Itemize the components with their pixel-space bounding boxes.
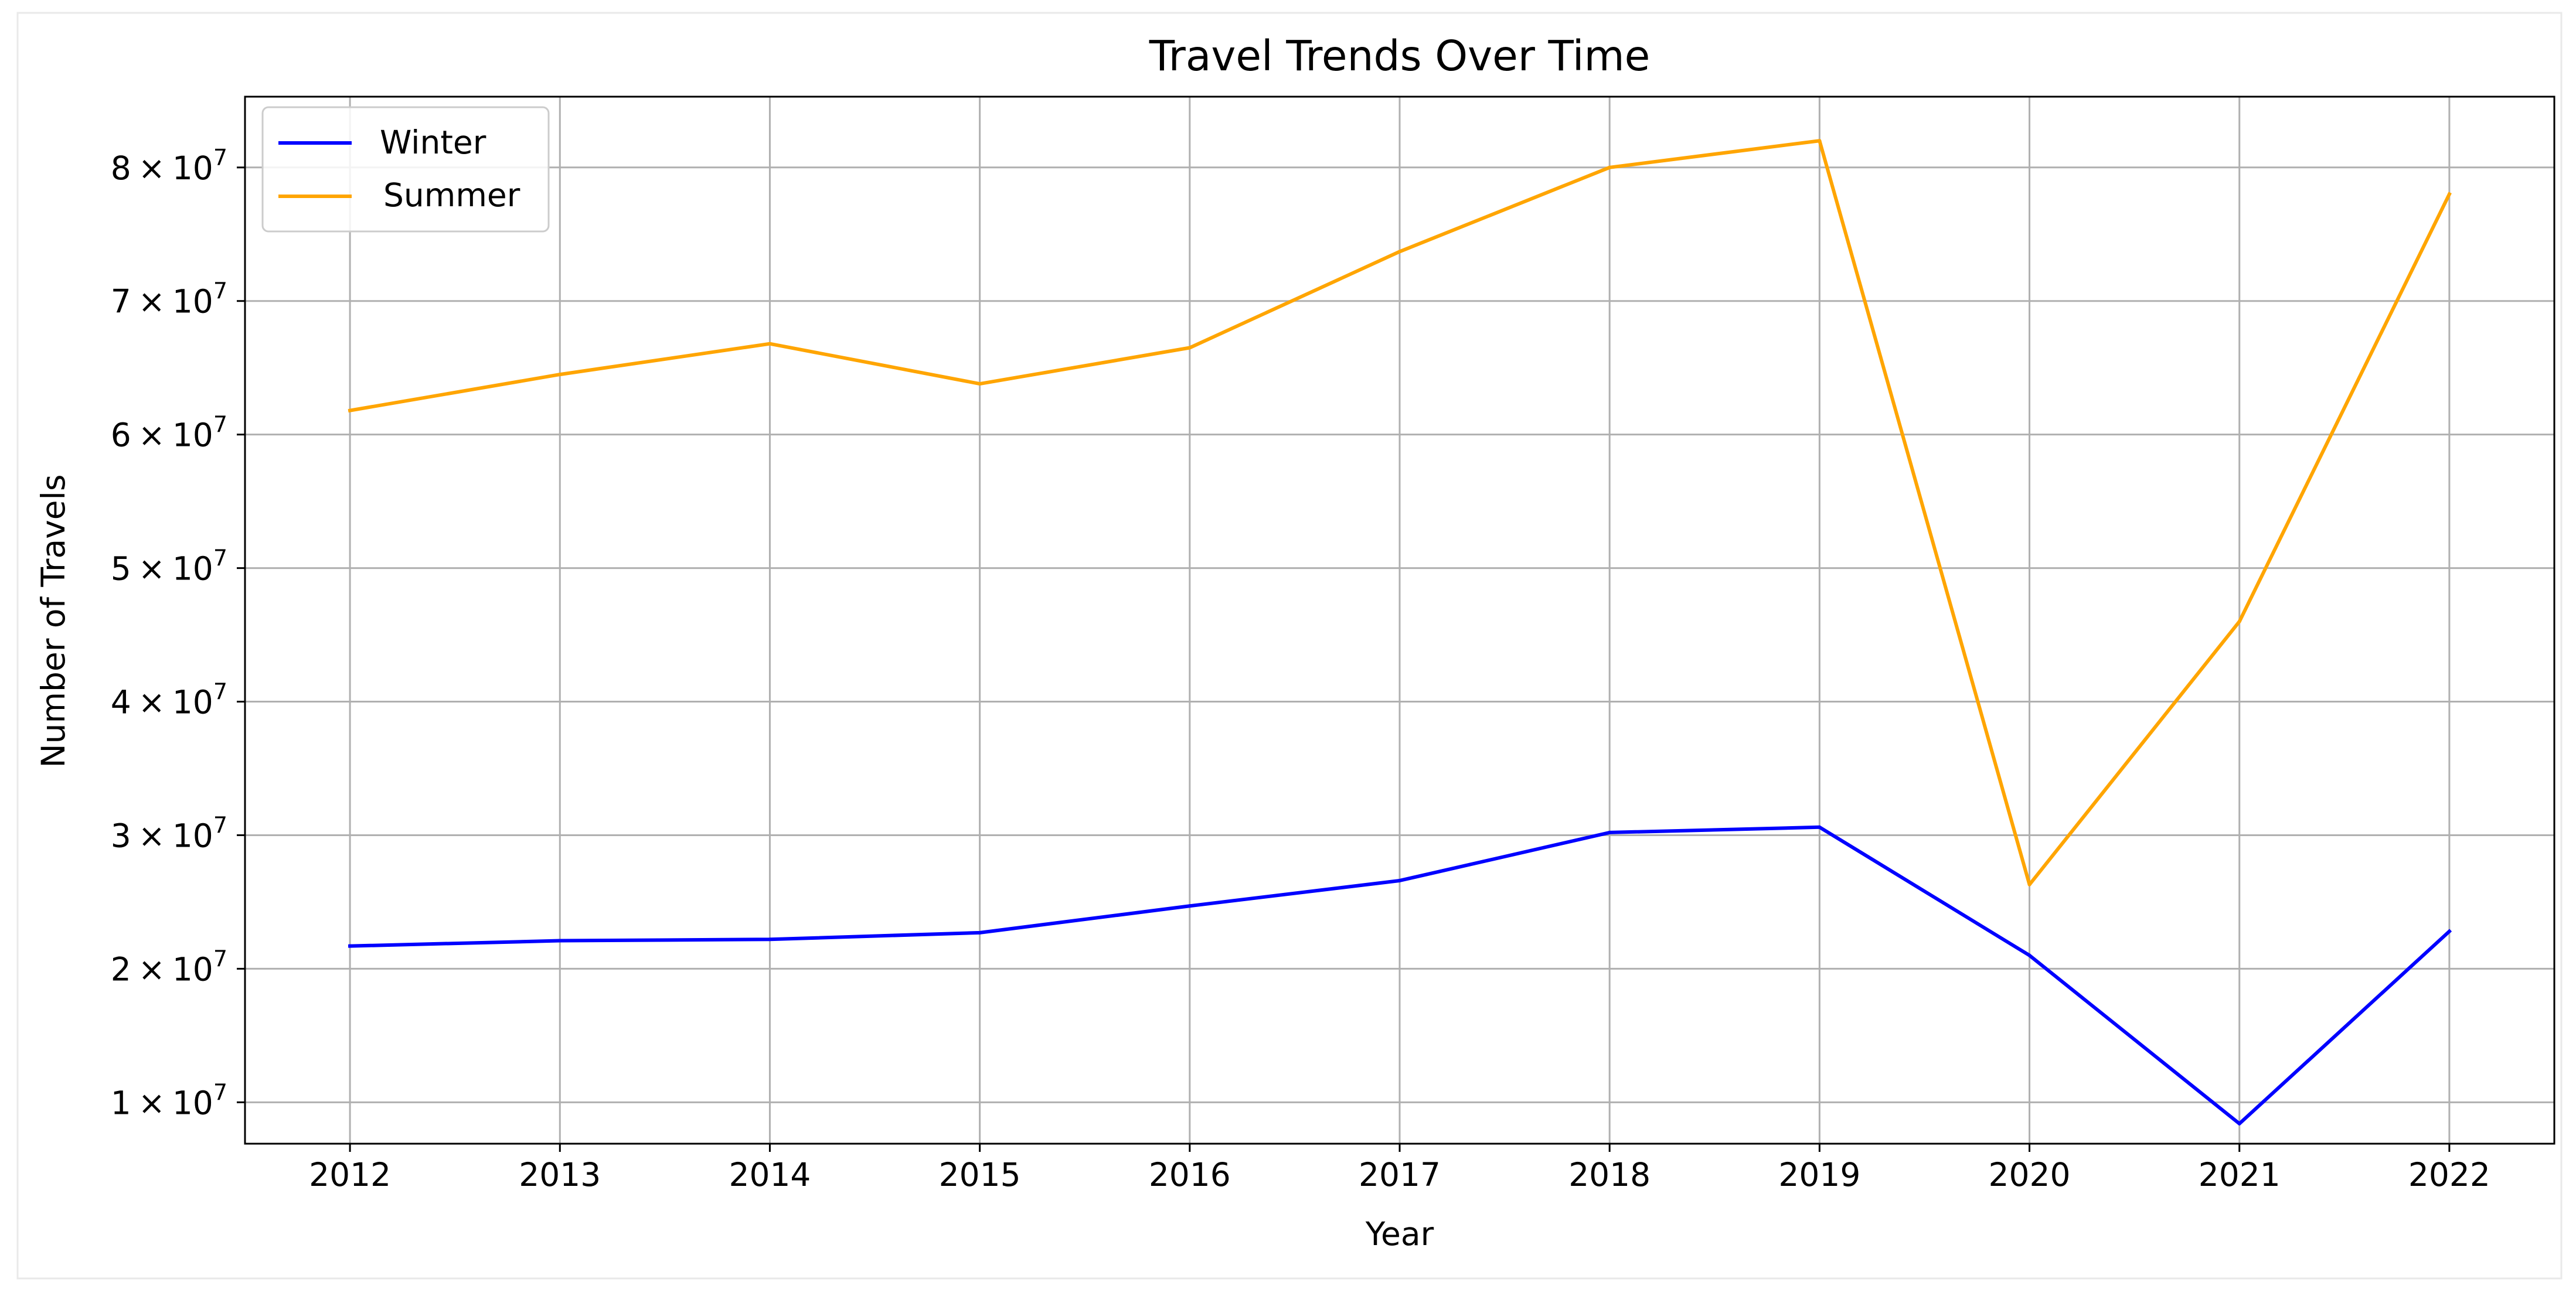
y-tick-base: 10 (172, 550, 213, 588)
data-point-winter (558, 939, 562, 943)
data-point-summer (1187, 346, 1192, 350)
y-tick-mantissa: 2 (111, 950, 131, 988)
y-tick-times: × (138, 1084, 165, 1121)
x-tick-label: 2013 (519, 1156, 601, 1193)
data-point-winter (2447, 929, 2451, 933)
data-point-summer (2447, 192, 2451, 196)
data-point-summer (1398, 250, 1401, 254)
data-point-summer (2237, 619, 2241, 623)
y-tick-label: 6 × 107 (111, 412, 227, 454)
y-tick-exponent: 7 (213, 946, 227, 971)
y-tick-base: 10 (172, 417, 213, 454)
y-tick-exponent: 7 (213, 278, 227, 304)
y-tick-exponent: 7 (213, 812, 227, 838)
y-tick-label: 5 × 107 (111, 545, 227, 588)
y-tick-exponent: 7 (213, 545, 227, 571)
y-tick-base: 10 (172, 149, 213, 187)
y-tick-mantissa: 7 (111, 283, 131, 320)
data-point-winter (768, 937, 772, 942)
y-tick-mantissa: 8 (111, 149, 131, 187)
data-point-summer (348, 408, 352, 412)
y-tick-mantissa: 3 (111, 817, 131, 854)
y-tick-times: × (138, 684, 165, 721)
y-tick-label: 2 × 107 (111, 946, 227, 988)
y-tick-base: 10 (172, 817, 213, 854)
x-tick-label: 2012 (309, 1156, 391, 1193)
legend-label-winter: Winter (380, 124, 486, 161)
x-tick-label: 2018 (1568, 1156, 1651, 1193)
y-tick-mantissa: 1 (111, 1084, 131, 1121)
chart-title: Travel Trends Over Time (1149, 32, 1651, 80)
legend-label-summer: Summer (383, 176, 520, 214)
y-tick-label: 8 × 107 (111, 145, 227, 187)
y-axis-label: Number of Travels (35, 474, 72, 768)
y-tick-mantissa: 5 (111, 550, 131, 588)
data-point-winter (1608, 830, 1612, 834)
y-tick-base: 10 (172, 950, 213, 988)
y-tick-exponent: 7 (213, 145, 227, 170)
legend-box (261, 106, 550, 233)
legend: Winter Summer (261, 106, 550, 233)
data-point-winter (2027, 953, 2031, 957)
y-tick-base: 10 (172, 1084, 213, 1121)
data-point-winter (978, 930, 982, 935)
series-lines (348, 139, 2452, 1126)
data-point-summer (978, 382, 982, 386)
y-tick-label: 3 × 107 (111, 812, 227, 854)
y-tick-times: × (138, 817, 165, 854)
y-tick-base: 10 (172, 283, 213, 320)
data-point-winter (1398, 878, 1401, 882)
y-tick-times: × (138, 283, 165, 320)
y-tick-exponent: 7 (213, 412, 227, 438)
y-tick-times: × (138, 417, 165, 454)
x-tick-label: 2014 (729, 1156, 811, 1193)
x-tick-label: 2016 (1149, 1156, 1231, 1193)
data-point-summer (2027, 882, 2031, 886)
x-tick-label: 2022 (2408, 1156, 2490, 1193)
data-point-summer (768, 342, 772, 346)
x-tick-label: 2015 (939, 1156, 1021, 1193)
y-tick-times: × (138, 550, 165, 588)
y-tick-mantissa: 4 (111, 684, 131, 721)
data-point-summer (1818, 139, 1822, 143)
data-point-summer (558, 373, 562, 377)
data-point-winter (1187, 904, 1192, 908)
data-point-winter (2237, 1121, 2241, 1126)
data-point-winter (348, 944, 352, 948)
x-tick-label: 2021 (2199, 1156, 2281, 1193)
y-tick-times: × (138, 149, 165, 187)
y-tick-exponent: 7 (213, 679, 227, 705)
y-tick-times: × (138, 950, 165, 988)
y-tick-label: 4 × 107 (111, 679, 227, 721)
y-tick-exponent: 7 (213, 1079, 227, 1105)
data-point-summer (1608, 165, 1612, 169)
y-tick-label: 7 × 107 (111, 278, 227, 320)
x-tick-label: 2019 (1778, 1156, 1860, 1193)
x-tick-label: 2017 (1359, 1156, 1441, 1193)
data-point-winter (1818, 825, 1822, 829)
y-tick-base: 10 (172, 684, 213, 721)
x-tick-label: 2020 (1989, 1156, 2071, 1193)
y-tick-mantissa: 6 (111, 417, 131, 454)
x-axis-label: Year (1365, 1215, 1434, 1253)
x-axis: 2012 2013 2014 2015 2016 2017 2018 2019 2020 2021… (309, 1144, 2490, 1193)
y-tick-label: 1 × 107 (111, 1079, 227, 1121)
